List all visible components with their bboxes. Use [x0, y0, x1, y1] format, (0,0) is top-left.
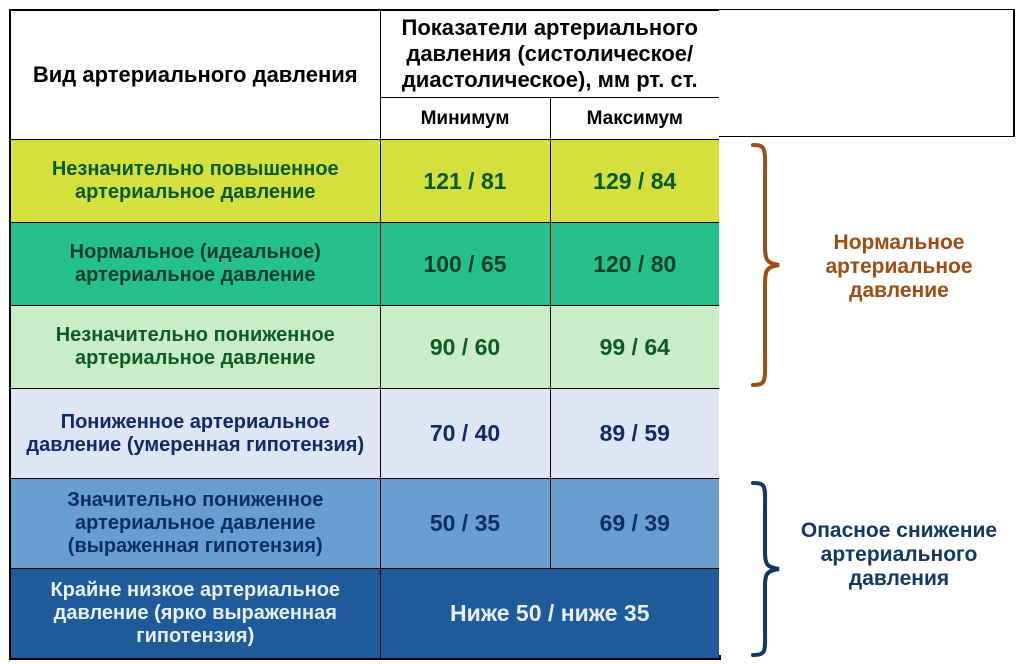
- row-label: Крайне низкое артериальное давление (ярк…: [10, 569, 380, 659]
- bp-classification-figure: Вид артериального давления Показатели ар…: [0, 0, 1024, 664]
- table-row: Пониженное артериальное давление (умерен…: [10, 389, 720, 479]
- brace-normal: [753, 141, 779, 389]
- annotations-panel: Нормальное артериальное давление Опасное…: [719, 9, 1015, 655]
- row-label: Пониженное артериальное давление (умерен…: [10, 389, 380, 479]
- header-metrics: Показатели артериального давления (систо…: [380, 10, 720, 98]
- annotations-header-gap: [719, 9, 1015, 137]
- row-max: 89 / 59: [550, 389, 720, 479]
- table-row: Нормальное (идеальное) артериальное давл…: [10, 223, 720, 306]
- row-min: 70 / 40: [380, 389, 550, 479]
- row-label: Незначительно повышенное артериальное да…: [10, 140, 380, 223]
- header-max: Максимум: [550, 98, 720, 140]
- row-max: 99 / 64: [550, 306, 720, 389]
- row-max: 129 / 84: [550, 140, 720, 223]
- header-min: Минимум: [380, 98, 550, 140]
- table-row: Значительно пониженное артериальное давл…: [10, 479, 720, 569]
- row-label: Значительно пониженное артериальное давл…: [10, 479, 380, 569]
- annotation-danger-label: Опасное снижение артериального давления: [789, 519, 1009, 591]
- row-min: 50 / 35: [380, 479, 550, 569]
- table-row: Незначительно пониженное артериальное да…: [10, 306, 720, 389]
- row-min: 90 / 60: [380, 306, 550, 389]
- row-label: Нормальное (идеальное) артериальное давл…: [10, 223, 380, 306]
- row-min: 100 / 65: [380, 223, 550, 306]
- header-type: Вид артериального давления: [10, 10, 380, 140]
- table-row: Крайне низкое артериальное давление (ярк…: [10, 569, 720, 659]
- row-merged-value: Ниже 50 / ниже 35: [380, 569, 720, 659]
- row-min: 121 / 81: [380, 140, 550, 223]
- bp-table: Вид артериального давления Показатели ар…: [9, 9, 721, 660]
- annotation-normal-label: Нормальное артериальное давление: [789, 231, 1009, 303]
- table-row: Незначительно повышенное артериальное да…: [10, 140, 720, 223]
- row-max: 120 / 80: [550, 223, 720, 306]
- brace-danger: [753, 479, 779, 659]
- row-max: 69 / 39: [550, 479, 720, 569]
- row-label: Незначительно пониженное артериальное да…: [10, 306, 380, 389]
